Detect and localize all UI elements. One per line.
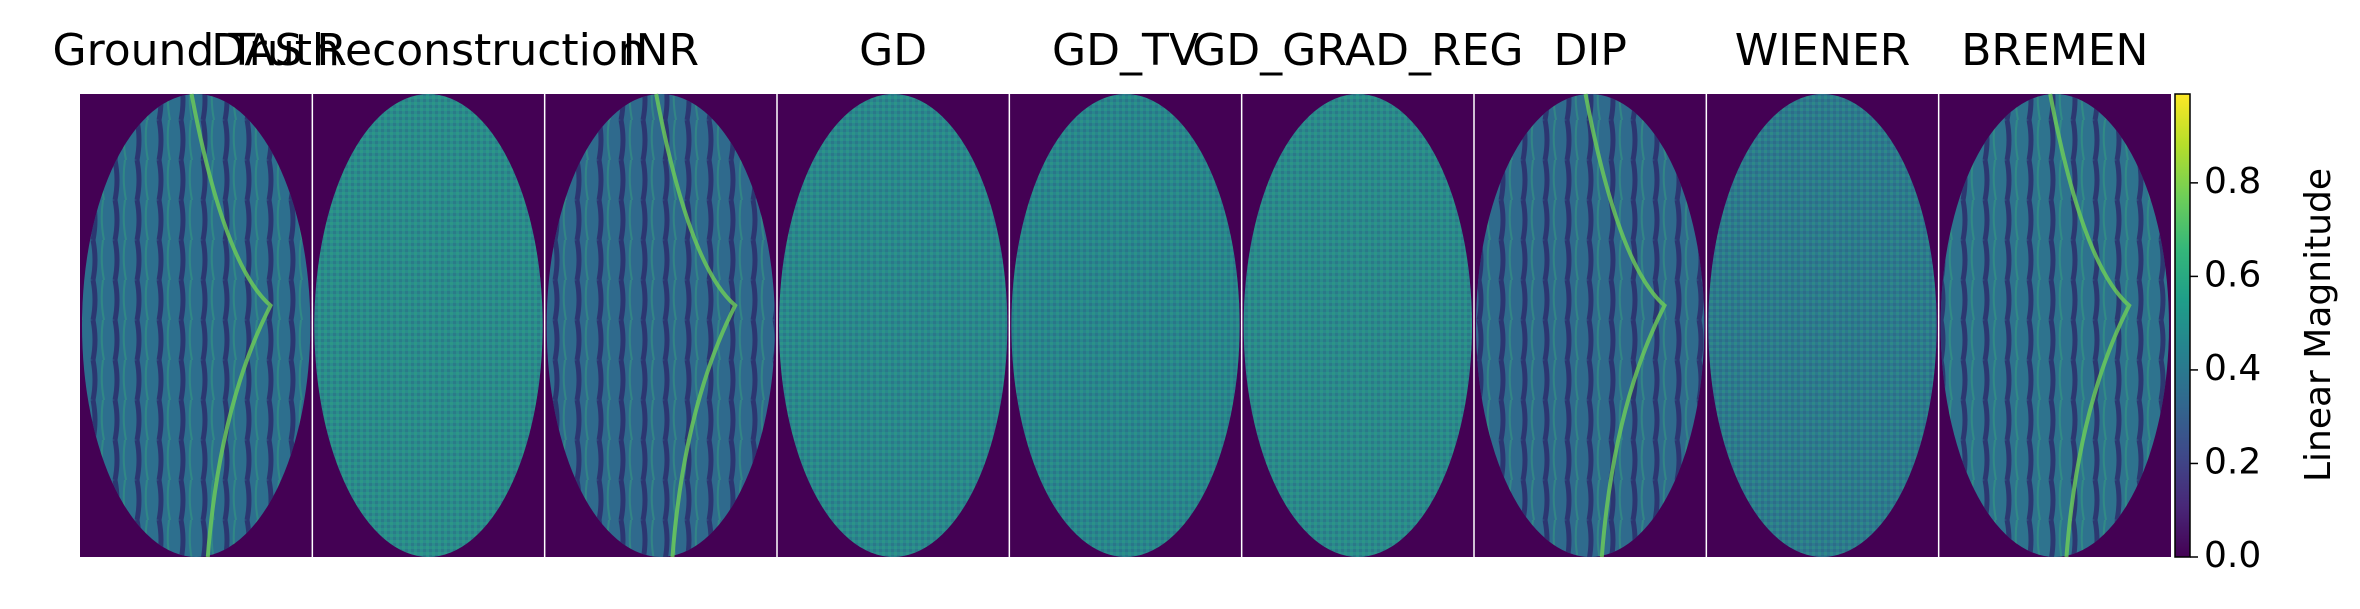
panel-edge-feature <box>654 93 738 558</box>
panel-title: GD_TV <box>1052 25 1199 76</box>
colorbar-tick-label: 0.0 <box>2204 535 2261 576</box>
panel-texture <box>1011 94 1240 557</box>
panel-edge-feature <box>189 93 274 558</box>
panel-texture <box>82 94 311 557</box>
colorbar-tick-label: 0.6 <box>2204 254 2261 295</box>
panel-title: DIP <box>1553 25 1626 76</box>
colorbar-tick-label: 0.2 <box>2204 441 2261 482</box>
panel-texture <box>1940 94 2169 557</box>
panel-title: WIENER <box>1735 25 1911 76</box>
panel-texture <box>1476 94 1705 557</box>
colorbar-tick-label: 0.4 <box>2204 348 2261 389</box>
panel-edge-feature <box>1583 93 1668 558</box>
panel-title: BREMEN <box>1961 25 2148 76</box>
panel-edge-feature <box>2048 93 2132 558</box>
panel-title: INR <box>623 25 699 76</box>
panel-title: DAS Reconstruction <box>211 25 645 76</box>
panel-texture <box>779 94 1008 557</box>
panel-texture <box>1708 94 1937 557</box>
panel-texture <box>1243 94 1473 557</box>
colorbar-tick-label: 0.8 <box>2204 161 2261 202</box>
panel-title: Ground Truth <box>52 25 339 76</box>
colorbar <box>2174 93 2191 558</box>
panel-texture <box>314 94 543 557</box>
panel-texture <box>546 94 775 557</box>
colorbar-label: Linear Magnitude <box>2298 168 2339 482</box>
panel-title: GD_GRAD_REG <box>1192 25 1523 76</box>
panel-title: GD <box>859 25 927 76</box>
